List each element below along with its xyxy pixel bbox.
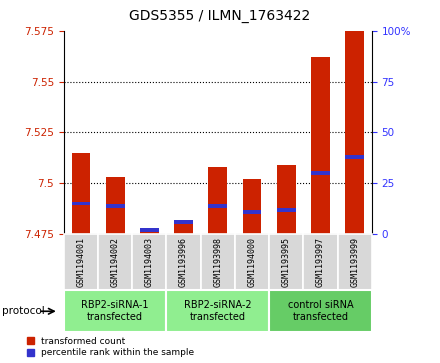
- Bar: [140, 228, 159, 232]
- Bar: [71, 202, 90, 205]
- Bar: [166, 290, 269, 332]
- Text: GSM1194000: GSM1194000: [248, 237, 257, 287]
- Bar: [64, 290, 166, 332]
- Bar: [106, 177, 125, 234]
- Text: control siRNA
transfected: control siRNA transfected: [288, 301, 353, 322]
- Bar: [311, 57, 330, 234]
- Bar: [140, 230, 159, 234]
- Bar: [277, 208, 296, 212]
- Text: RBP2-siRNA-2
transfected: RBP2-siRNA-2 transfected: [184, 301, 252, 322]
- Text: GSM1194001: GSM1194001: [77, 237, 85, 287]
- Text: GSM1194002: GSM1194002: [110, 237, 120, 287]
- Bar: [269, 234, 303, 290]
- Bar: [269, 290, 372, 332]
- Legend: transformed count, percentile rank within the sample: transformed count, percentile rank withi…: [26, 337, 194, 357]
- Bar: [132, 234, 166, 290]
- Bar: [277, 165, 296, 234]
- Bar: [235, 234, 269, 290]
- Bar: [174, 220, 193, 224]
- Text: GSM1193995: GSM1193995: [282, 237, 291, 287]
- Bar: [98, 234, 132, 290]
- Bar: [242, 179, 261, 234]
- Bar: [337, 234, 372, 290]
- Bar: [303, 234, 337, 290]
- Bar: [345, 31, 364, 234]
- Bar: [174, 220, 193, 234]
- Bar: [166, 234, 201, 290]
- Text: protocol: protocol: [2, 306, 45, 316]
- Bar: [242, 210, 261, 213]
- Text: GSM1193996: GSM1193996: [179, 237, 188, 287]
- Text: GSM1193998: GSM1193998: [213, 237, 222, 287]
- Bar: [311, 171, 330, 175]
- Bar: [106, 204, 125, 208]
- Bar: [201, 234, 235, 290]
- Text: RBP2-siRNA-1
transfected: RBP2-siRNA-1 transfected: [81, 301, 149, 322]
- Text: GSM1193997: GSM1193997: [316, 237, 325, 287]
- Text: GSM1193999: GSM1193999: [350, 237, 359, 287]
- Bar: [345, 155, 364, 159]
- Bar: [71, 153, 90, 234]
- Bar: [209, 204, 227, 208]
- Bar: [64, 234, 98, 290]
- Bar: [209, 167, 227, 234]
- Text: GDS5355 / ILMN_1763422: GDS5355 / ILMN_1763422: [129, 9, 311, 23]
- Text: GSM1194003: GSM1194003: [145, 237, 154, 287]
